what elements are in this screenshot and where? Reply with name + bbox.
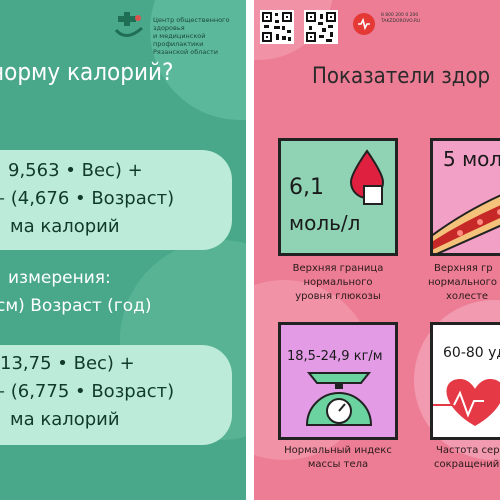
panel-divider bbox=[246, 0, 254, 500]
cholesterol-tile: 5 мол bbox=[430, 138, 500, 256]
calorie-heading: норму калорий? bbox=[0, 58, 174, 86]
heart-rate-value: 60-80 уд bbox=[443, 345, 500, 361]
takzdorovo-logo bbox=[353, 13, 375, 35]
scale-icon bbox=[305, 372, 373, 426]
units-heading: измерения: bbox=[8, 268, 111, 288]
heart-pulse-icon bbox=[433, 379, 500, 426]
formula-line: ма калорий bbox=[10, 216, 120, 237]
organization-name: Центр общественного здоровья и медицинск… bbox=[153, 16, 230, 56]
formula-line: – (6,775 • Возраст) bbox=[0, 381, 175, 402]
bmi-value: 18,5-24,9 кг/м bbox=[287, 349, 383, 364]
glucose-tile: 6,1 моль/л bbox=[278, 138, 398, 256]
glucose-caption: Верхняя граница нормального уровня глюко… bbox=[292, 263, 384, 302]
indicators-title: Показатели здор bbox=[312, 64, 491, 89]
glucose-unit: моль/л bbox=[289, 211, 361, 235]
glucose-square-icon bbox=[363, 185, 383, 205]
qr-code-icon[interactable] bbox=[304, 10, 338, 44]
right-poster: 8 800 200 0 200 TAKZDOROVO.RU Показатели… bbox=[254, 0, 500, 500]
formula-line: ма калорий bbox=[10, 409, 120, 430]
contact-info: 8 800 200 0 200 TAKZDOROVO.RU bbox=[381, 13, 421, 24]
left-poster: Центр общественного здоровья и медицинск… bbox=[0, 0, 246, 500]
heart-rate-caption: Частота серд сокращений bbox=[434, 445, 500, 470]
heart-rate-tile: 60-80 уд bbox=[430, 322, 500, 440]
health-center-logo bbox=[114, 12, 143, 37]
bmi-tile: 18,5-24,9 кг/м bbox=[278, 322, 398, 440]
cholesterol-value: 5 мол bbox=[443, 147, 500, 171]
qr-code-icon[interactable] bbox=[260, 10, 294, 44]
formula-line: – (4,676 • Возраст) bbox=[0, 188, 175, 209]
cholesterol-caption: Верхняя гр нормального холесте bbox=[428, 263, 497, 302]
glucose-value: 6,1 bbox=[289, 175, 324, 200]
formula-line: 13,75 • Вес) + bbox=[0, 353, 135, 374]
formula-line: 9,563 • Вес) + bbox=[8, 160, 143, 181]
units-line: см) Возраст (год) bbox=[0, 296, 152, 316]
formula-card-1: 9,563 • Вес) + – (4,676 • Возраст) ма ка… bbox=[0, 150, 232, 250]
blood-vessel-icon bbox=[433, 194, 500, 253]
formula-card-2: 13,75 • Вес) + – (6,775 • Возраст) ма ка… bbox=[0, 345, 232, 445]
bmi-caption: Нормальный индекс массы тела bbox=[284, 445, 392, 470]
